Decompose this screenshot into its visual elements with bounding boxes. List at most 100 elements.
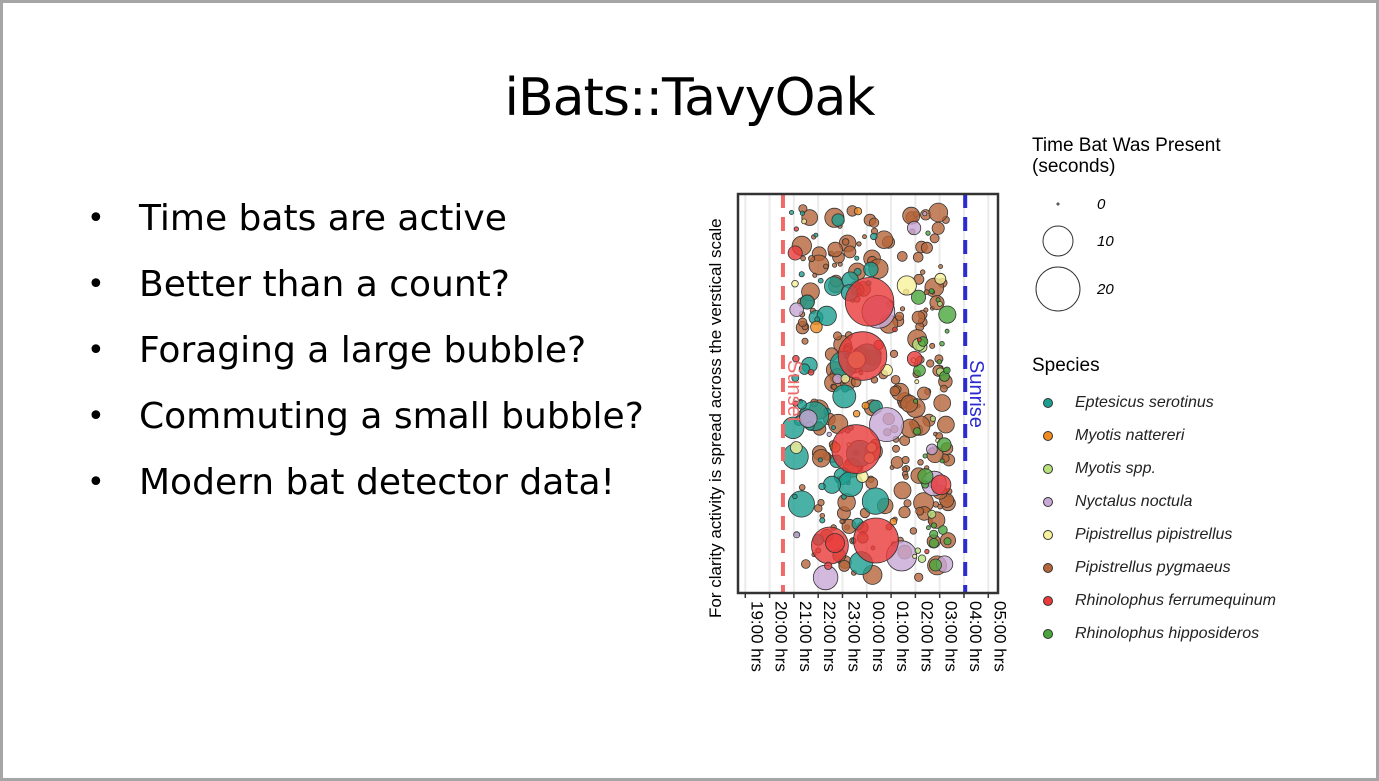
bubble-pipistrellus-pygmaeus	[903, 473, 909, 480]
bullet-dot-icon: •	[87, 333, 105, 368]
bubble-pipistrellus-pygmaeus	[894, 311, 905, 321]
x-tick-label: 04:00 hrs	[966, 601, 985, 672]
bullet-dot-icon: •	[87, 465, 105, 500]
bubble-rhinolophus-ferrumequinum	[824, 561, 833, 570]
bubble-nyctalus-noctula	[869, 407, 904, 443]
bubble-rhinolophus-hipposideros	[936, 359, 943, 365]
bubble-pipistrellus-pygmaeus	[940, 384, 948, 393]
bubble-eptesicus-serotinus	[870, 232, 878, 241]
bubble-rhinolophus-ferrumequinum	[807, 368, 815, 376]
species-legend-swatch	[1043, 530, 1053, 540]
bubble-rhinolophus-hipposideros	[913, 398, 919, 404]
bubble-pipistrellus-pygmaeus	[931, 221, 945, 235]
bubble-eptesicus-serotinus	[824, 276, 844, 296]
bubble-nyctalus-noctula	[826, 431, 832, 437]
bullet-text: Better than a count?	[139, 264, 510, 305]
bubble-pipistrellus-pygmaeus	[800, 559, 811, 569]
species-legend-label: Pipistrellus pygmaeus	[1075, 559, 1231, 576]
size-legend-label: 20	[1096, 281, 1114, 298]
species-legend-swatch	[1043, 497, 1053, 507]
bubble-layer	[782, 202, 957, 591]
bubble-pipistrellus-pygmaeus	[899, 306, 906, 312]
bubble-nyctalus-noctula	[789, 302, 804, 317]
bubble-myotis-spp-	[929, 415, 937, 422]
bubble-pipistrellus-pygmaeus	[842, 238, 850, 246]
species-legend-label: Pipistrellus pipistrellus	[1075, 526, 1232, 543]
bubble-rhinolophus-hipposideros	[939, 341, 945, 347]
bubble-pipistrellus-pipistrellus	[801, 218, 807, 225]
bubble-nyctalus-noctula	[906, 220, 922, 236]
bubble-pipistrellus-pygmaeus	[890, 375, 901, 385]
bullet-item: • Time bats are active	[85, 193, 644, 259]
x-tick-label: 22:00 hrs	[820, 601, 839, 672]
plot-border	[736, 192, 1000, 595]
bubble-rhinolophus-hipposideros	[944, 328, 950, 334]
y-axis-label: For clarity activity is spread across th…	[706, 218, 725, 618]
bubble-rhinolophus-hipposideros	[912, 427, 922, 436]
bubble-nyctalus-noctula	[926, 443, 938, 456]
bullet-text: Foraging a large bubble?	[139, 330, 587, 371]
bubble-eptesicus-serotinus	[798, 363, 811, 375]
bubble-eptesicus-serotinus	[854, 255, 860, 261]
bubble-pipistrellus-pygmaeus	[823, 263, 829, 270]
bubble-rhinolophus-ferrumequinum	[837, 331, 888, 381]
ref-line-label-sunrise: Sunrise	[965, 360, 987, 428]
size-legend-label: 0	[1097, 196, 1106, 213]
bubble-eptesicus-serotinus	[789, 209, 795, 215]
size-legend-circle	[1042, 225, 1074, 257]
bubble-eptesicus-serotinus	[823, 475, 842, 494]
x-tick-label: 21:00 hrs	[796, 601, 815, 672]
bubble-eptesicus-serotinus	[799, 210, 806, 216]
species-legend-label: Rhinolophus ferrumequinum	[1075, 592, 1276, 609]
bubble-rhinolophus-hipposideros	[935, 297, 941, 303]
bubble-pipistrellus-pygmaeus	[862, 234, 867, 240]
species-legend-swatch	[1043, 596, 1053, 606]
bubble-pipistrellus-pygmaeus	[889, 349, 899, 358]
bubble-pipistrellus-pygmaeus	[909, 527, 918, 535]
bubble-myotis-nattereri	[852, 410, 861, 418]
bubble-pipistrellus-pygmaeus	[917, 386, 931, 401]
bubble-nyctalus-noctula	[922, 211, 928, 217]
bubble-pipistrellus-pipistrellus	[789, 441, 803, 454]
bubble-pipistrellus-pygmaeus	[833, 331, 843, 341]
bubble-rhinolophus-hipposideros	[922, 453, 928, 459]
bubble-pipistrellus-pygmaeus	[903, 499, 912, 508]
bubble-rhinolophus-hipposideros	[943, 366, 951, 374]
bubble-pipistrellus-pygmaeus	[827, 241, 843, 258]
bubble-eptesicus-serotinus	[819, 517, 826, 524]
species-legend-label: Rhinolophus hipposideros	[1075, 625, 1259, 642]
bubble-rhinolophus-hipposideros	[928, 537, 940, 549]
bubble-nyctalus-noctula	[793, 531, 801, 539]
x-axis-ticks: 19:00 hrs 20:00 hrs 21:00 hrs 22:00 hrs 23:0…	[744, 593, 1009, 672]
bubble-rhinolophus-hipposideros	[938, 305, 957, 324]
bubble-rhinolophus-ferrumequinum	[792, 400, 799, 407]
bubble-eptesicus-serotinus	[817, 457, 823, 463]
species-legend-swatch	[1043, 629, 1053, 639]
bubble-rhinolophus-hipposideros	[943, 537, 952, 546]
bubble-eptesicus-serotinus	[863, 261, 879, 277]
bubble-rhinolophus-ferrumequinum	[853, 517, 899, 564]
bubble-rhinolophus-hipposideros	[928, 288, 935, 295]
bubble-pipistrellus-pygmaeus	[889, 385, 901, 397]
bubble-rhinolophus-hipposideros	[929, 558, 942, 572]
bubble-eptesicus-serotinus	[787, 490, 815, 518]
bubble-pipistrellus-pygmaeus	[900, 394, 919, 413]
bubble-pipistrellus-pygmaeus	[798, 484, 806, 491]
species-legend-label: Myotis nattereri	[1075, 427, 1185, 444]
bubble-rhinolophus-hipposideros	[939, 458, 945, 464]
bubble-rhinolophus-ferrumequinum	[892, 326, 898, 333]
bubble-pipistrellus-pipistrellus	[914, 379, 920, 385]
size-legend-label: 10	[1097, 233, 1114, 250]
bubble-eptesicus-serotinus	[831, 213, 845, 227]
bubble-pipistrellus-pygmaeus	[917, 459, 924, 466]
bullet-dot-icon: •	[87, 399, 105, 434]
bubble-pipistrellus-pygmaeus	[898, 506, 911, 519]
bubble-nyctalus-noctula	[799, 409, 818, 428]
x-tick-label: 01:00 hrs	[893, 601, 912, 672]
x-tick-label: 03:00 hrs	[942, 601, 961, 672]
bubble-pipistrellus-pygmaeus	[892, 444, 900, 453]
bubble-eptesicus-serotinus	[813, 232, 819, 238]
bubble-myotis-nattereri	[853, 207, 863, 216]
species-legend-swatch	[1043, 563, 1053, 573]
bubble-eptesicus-serotinus	[816, 305, 837, 326]
